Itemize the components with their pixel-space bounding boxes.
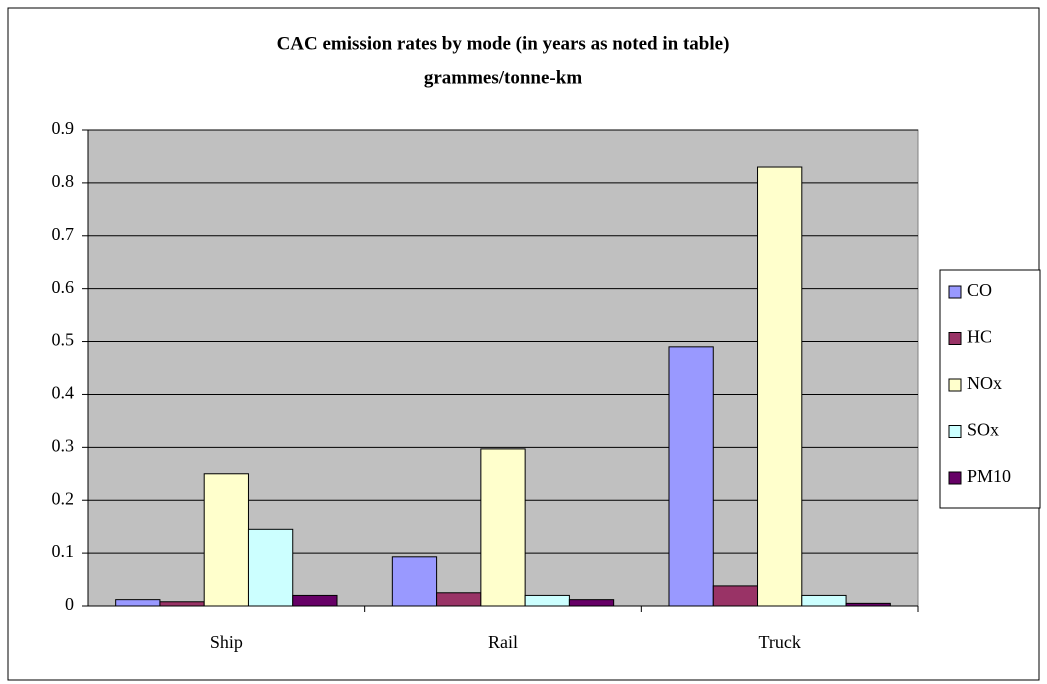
bar — [436, 592, 482, 607]
x-tick-label: Truck — [758, 632, 800, 652]
legend-label: NOx — [967, 373, 1002, 393]
bar — [247, 528, 294, 607]
x-tick-label: Ship — [210, 632, 243, 652]
legend-label: PM10 — [967, 466, 1011, 486]
bar — [115, 599, 161, 607]
bar — [524, 594, 570, 607]
bar — [480, 448, 526, 607]
legend-swatch — [948, 285, 962, 299]
y-tick-label: 0.4 — [52, 383, 75, 403]
bar — [159, 601, 205, 607]
y-tick-label: 0.8 — [52, 171, 75, 191]
y-tick-label: 0 — [65, 594, 74, 614]
legend-swatch — [948, 425, 962, 438]
bar — [668, 346, 714, 607]
bar — [801, 594, 847, 607]
y-tick-label: 0.2 — [52, 488, 75, 508]
bar — [845, 602, 891, 607]
bar — [757, 166, 803, 607]
legend-swatch — [948, 332, 962, 345]
legend-label: CO — [967, 280, 992, 300]
chart-subtitle: grammes/tonne-km — [424, 67, 582, 88]
x-tick-label: Rail — [488, 632, 518, 652]
y-tick-label: 0.3 — [52, 435, 75, 455]
y-tick-label: 0.7 — [52, 224, 75, 244]
bar — [203, 473, 249, 607]
y-tick-label: 0.9 — [52, 118, 75, 138]
bar — [712, 585, 759, 607]
legend-label: HC — [967, 327, 992, 347]
y-tick-label: 0.1 — [52, 541, 75, 561]
bar — [292, 594, 338, 607]
chart-title: CAC emission rates by mode (in years as … — [277, 33, 730, 54]
y-tick-label: 0.5 — [52, 330, 75, 350]
bar — [391, 556, 438, 607]
legend-label: SOx — [967, 420, 999, 440]
bar — [568, 599, 615, 607]
y-tick-label: 0.6 — [52, 277, 75, 297]
legend-swatch — [948, 471, 962, 485]
legend-swatch — [948, 378, 962, 392]
